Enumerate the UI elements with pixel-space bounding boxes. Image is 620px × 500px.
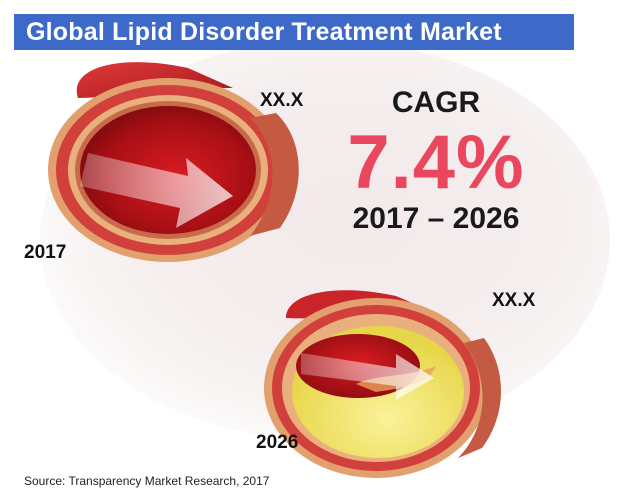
year-label-2026: 2026 bbox=[256, 432, 299, 453]
cagr-label: CAGR bbox=[391, 86, 481, 119]
source-note: Source: Transparency Market Research, 20… bbox=[24, 474, 270, 488]
cagr-period: 2017 – 2026 bbox=[352, 202, 520, 235]
value-label-2017: XX.X bbox=[260, 90, 304, 111]
year-label-2017: 2017 bbox=[24, 242, 67, 263]
page-title: Global Lipid Disorder Treatment Market bbox=[14, 14, 574, 50]
value-label-2026: XX.X bbox=[492, 290, 536, 311]
plaque-artery-illustration bbox=[264, 290, 501, 478]
cagr-value: 7.4% bbox=[347, 120, 525, 205]
healthy-artery-illustration bbox=[48, 62, 299, 262]
